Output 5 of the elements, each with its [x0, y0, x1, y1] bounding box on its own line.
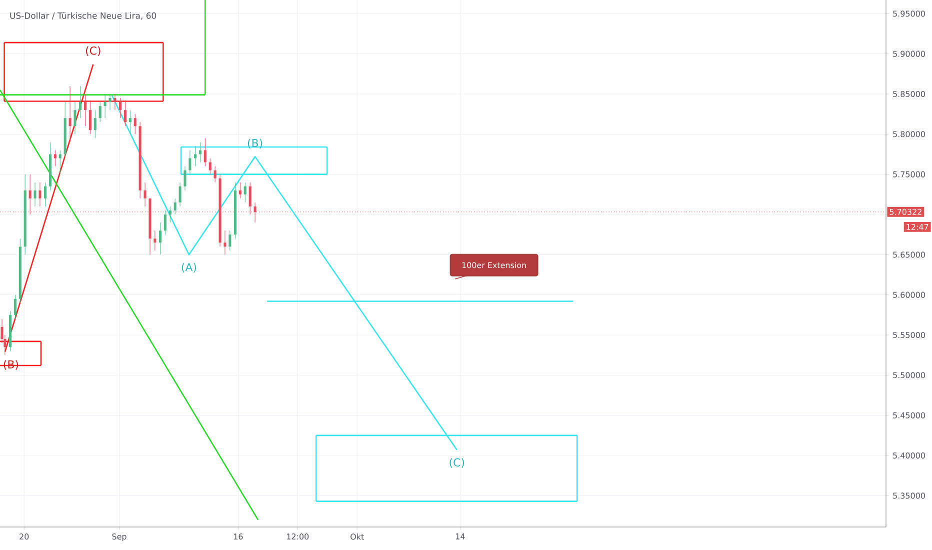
annotation: (C) — [86, 46, 100, 56]
annotation: (C) — [450, 458, 464, 468]
text: US-Dollar / Türkische Neue Lira, 60 — [10, 12, 156, 20]
annotation: (B) — [248, 138, 262, 148]
annotation: (A) — [182, 262, 196, 273]
